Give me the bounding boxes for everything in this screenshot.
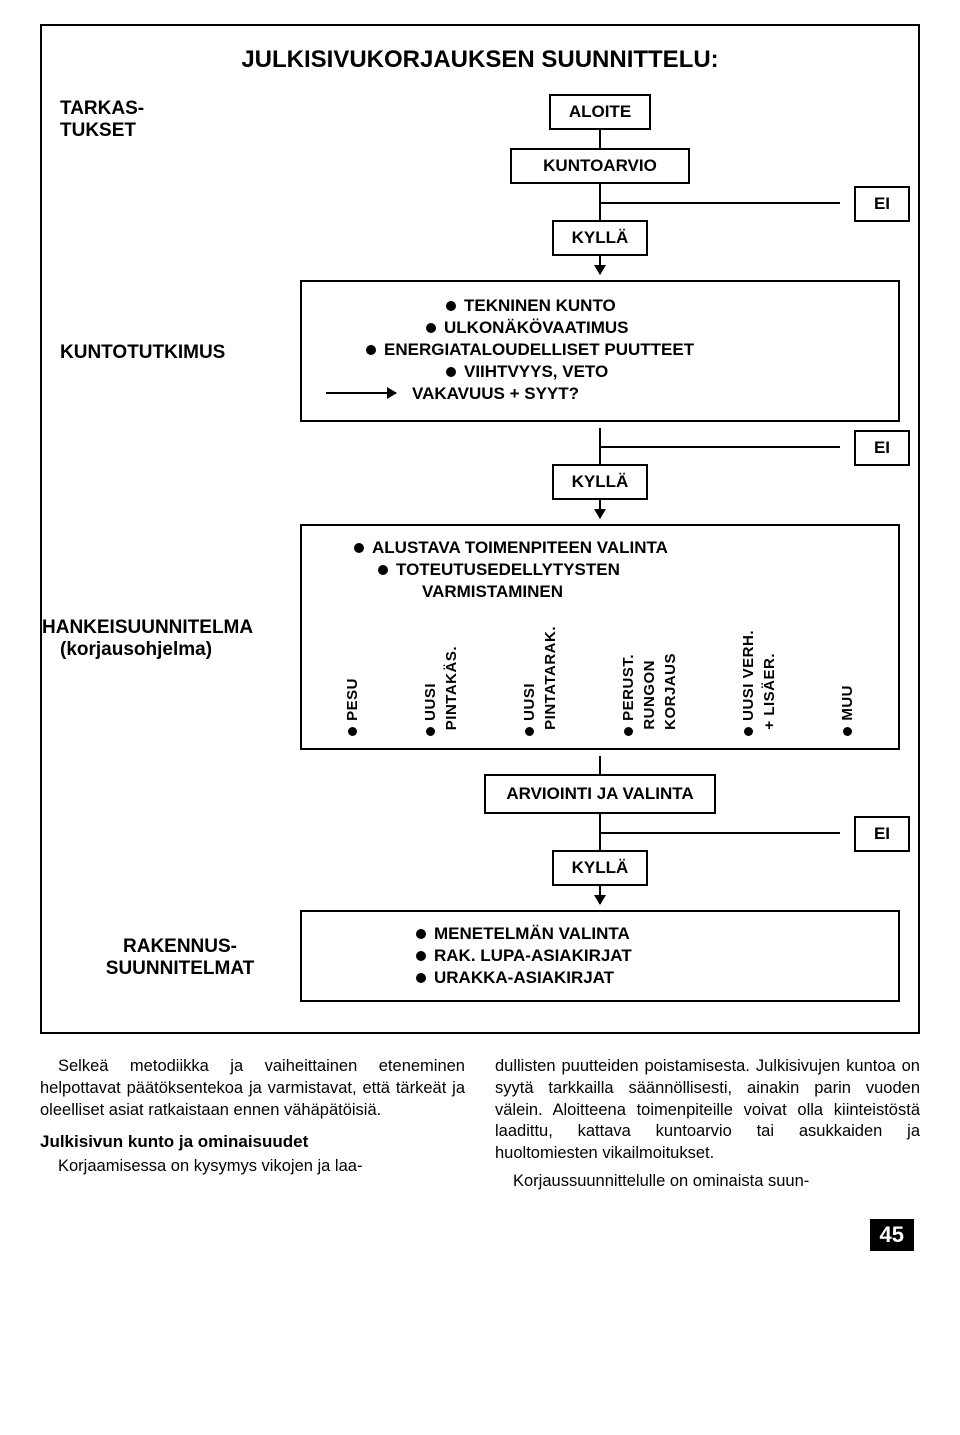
bullet-icon (378, 565, 388, 575)
bullet-text: ALUSTAVA TOIMENPITEEN VALINTA (372, 538, 668, 558)
body-paragraph: dullisten puutteiden poistamisesta. Julk… (495, 1056, 920, 1165)
bullet-icon (624, 727, 633, 736)
bullet-text: RAK. LUPA-ASIAKIRJAT (434, 946, 632, 966)
box-ei: EI (854, 430, 910, 466)
vi-label: MUU (839, 685, 856, 721)
vi-label: UUSI VERH. (740, 630, 757, 721)
vi-label: + LISÄER. (761, 653, 778, 730)
box-ei: EI (854, 186, 910, 222)
box-aloite: ALOITE (549, 94, 651, 130)
bullet-text: TOTEUTUSEDELLYTYSTEN (396, 560, 620, 580)
vi-label: PINTAKÄS. (443, 646, 460, 730)
box-hanke: ALUSTAVA TOIMENPITEEN VALINTA TOTEUTUSED… (300, 524, 900, 750)
vi-group: PESU (344, 678, 361, 736)
left-label-line: SUUNNITELMAT (60, 958, 300, 980)
bullet-icon (446, 301, 456, 311)
left-label-tarkastukset: TARKAS- TUKSET (60, 94, 300, 142)
vertical-options: PESU UUSI PINTAKÄS. UUSI PINTATARAK. (314, 616, 886, 736)
arrow-down (599, 256, 601, 274)
vi-label: PERUST. (620, 654, 637, 721)
bullet-line: ENERGIATALOUDELLISET PUUTTEET (316, 340, 884, 360)
box-kylla: KYLLÄ (552, 850, 649, 886)
bullet-icon (426, 727, 435, 736)
vi-group: UUSI PINTAKÄS. (422, 646, 460, 736)
bullet-text: TEKNINEN KUNTO (464, 296, 616, 316)
arrow-down (599, 500, 601, 518)
bullet-line: RAK. LUPA-ASIAKIRJAT (316, 946, 884, 966)
left-label-line: TUKSET (60, 120, 300, 142)
bullet-icon (348, 727, 357, 736)
left-label-kuntotutkimus: KUNTOTUTKIMUS (60, 338, 300, 364)
vi-label: RUNGON (641, 660, 658, 730)
bullet-text: VIIHTVYYS, VETO (464, 362, 608, 382)
left-label-rakennus: RAKENNUS- SUUNNITELMAT (60, 932, 300, 980)
bullet-icon (416, 951, 426, 961)
vi-label: PESU (344, 678, 361, 721)
left-label-hanke: HANKEISUUNNITELMA (korjausohjelma) (42, 613, 300, 661)
bullet-icon (426, 323, 436, 333)
vi-group: PERUST. RUNGON KORJAUS (620, 653, 679, 736)
box-kylla: KYLLÄ (552, 220, 649, 256)
arrow-right-icon (326, 392, 396, 394)
bullet-icon (744, 727, 753, 736)
bullet-icon (354, 543, 364, 553)
body-col-left: Selkeä metodiikka ja vaiheittainen etene… (40, 1056, 465, 1199)
vi-label: UUSI (521, 683, 538, 721)
vi-group: UUSI VERH. + LISÄER. (740, 630, 778, 736)
box-kuntoarvio: KUNTOARVIO (510, 148, 690, 184)
bullet-line: MENETELMÄN VALINTA (316, 924, 884, 944)
box-ei: EI (854, 816, 910, 852)
bullet-text: ENERGIATALOUDELLISET PUUTTEET (384, 340, 694, 360)
left-label-line: (korjausohjelma) (42, 639, 300, 661)
main-title: JULKISIVUKORJAUKSEN SUUNNITTELU: (60, 46, 900, 74)
vi-group: UUSI PINTATARAK. (521, 626, 559, 736)
bullet-icon (843, 727, 852, 736)
bullet-text: VARMISTAMINEN (314, 582, 886, 602)
body-paragraph: Korjaussuunnittelulle on ominaista suun- (495, 1171, 920, 1193)
box-kylla: KYLLÄ (552, 464, 649, 500)
box-arviointi: ARVIOINTI JA VALINTA (484, 774, 715, 814)
bullet-icon (366, 345, 376, 355)
bullet-icon (525, 727, 534, 736)
bullet-line: ULKONÄKÖVAATIMUS (316, 318, 884, 338)
vi-group: MUU (839, 685, 856, 736)
vi-label: PINTATARAK. (542, 626, 559, 730)
body-subhead: Julkisivun kunto ja ominaisuudet (40, 1131, 465, 1153)
connector (600, 202, 840, 204)
page-number-value: 45 (870, 1219, 914, 1251)
body-col-right: dullisten puutteiden poistamisesta. Julk… (495, 1056, 920, 1199)
arrow-down (599, 886, 601, 904)
connector (600, 446, 840, 448)
left-label-line: HANKEISUUNNITELMA (42, 617, 300, 639)
box-kunto-details: TEKNINEN KUNTO ULKONÄKÖVAATIMUS ENERGIAT… (300, 280, 900, 422)
bullet-text: URAKKA-ASIAKIRJAT (434, 968, 614, 988)
body-paragraph: Korjaamisessa on kysymys vikojen ja laa- (40, 1156, 465, 1178)
bullet-icon (416, 973, 426, 983)
diagram-frame: JULKISIVUKORJAUKSEN SUUNNITTELU: TARKAS-… (40, 24, 920, 1034)
bullet-text: ULKONÄKÖVAATIMUS (444, 318, 628, 338)
bullet-line: URAKKA-ASIAKIRJAT (316, 968, 884, 988)
bullet-icon (416, 929, 426, 939)
connector (599, 756, 601, 774)
bullet-line: TEKNINEN KUNTO (316, 296, 884, 316)
page-number: 45 (0, 1209, 960, 1267)
bullet-line-arrow: VAKAVUUS + SYYT? (316, 384, 884, 404)
body-text: Selkeä metodiikka ja vaiheittainen etene… (40, 1056, 920, 1199)
vi-label: UUSI (422, 683, 439, 721)
bullet-line: VIIHTVYYS, VETO (316, 362, 884, 382)
left-label-line: RAKENNUS- (60, 936, 300, 958)
connector (599, 130, 601, 148)
connector (600, 832, 840, 834)
bullet-text: VAKAVUUS + SYYT? (406, 384, 579, 404)
bullet-icon (446, 367, 456, 377)
vi-label: KORJAUS (662, 653, 679, 730)
bullet-line: ALUSTAVA TOIMENPITEEN VALINTA (314, 538, 886, 558)
box-rakennus: MENETELMÄN VALINTA RAK. LUPA-ASIAKIRJAT … (300, 910, 900, 1002)
body-paragraph: Selkeä metodiikka ja vaiheittainen etene… (40, 1056, 465, 1121)
left-label-line: TARKAS- (60, 98, 300, 120)
bullet-text: MENETELMÄN VALINTA (434, 924, 630, 944)
bullet-line: TOTEUTUSEDELLYTYSTEN (314, 560, 886, 580)
